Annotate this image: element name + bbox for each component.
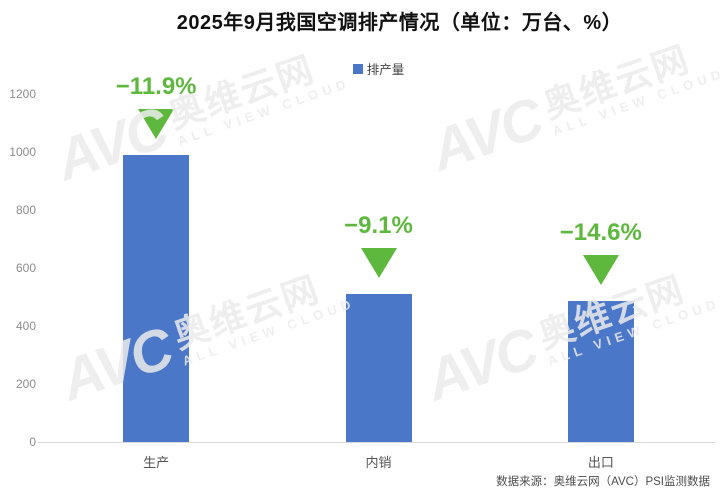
chart-title: 2025年9月我国空调排产情况（单位：万台、%） xyxy=(176,12,623,34)
growth-rate-label: −11.9% xyxy=(115,72,197,100)
y-axis-tick-label: 400 xyxy=(15,319,36,333)
decline-triangle-icon xyxy=(138,108,175,139)
y-axis-tick-label: 1200 xyxy=(9,87,36,101)
legend-label: 排产量 xyxy=(366,63,405,77)
y-axis-tick-label: 600 xyxy=(15,261,36,275)
y-axis-tick-label: 200 xyxy=(15,377,36,391)
x-axis-category-label: 内销 xyxy=(365,455,392,470)
growth-rate-label: −14.6% xyxy=(559,219,642,247)
bar-生产 xyxy=(123,154,190,442)
decline-triangle-icon xyxy=(582,255,619,286)
legend: 排产量 xyxy=(45,59,712,78)
y-axis-tick-label: 800 xyxy=(15,203,36,217)
growth-rate-label: −9.1% xyxy=(344,212,413,240)
data-source-note: 数据来源：奥维云网（AVC）PSI监测数据 xyxy=(496,476,710,488)
decline-triangle-icon xyxy=(360,248,397,279)
legend-swatch xyxy=(352,63,363,74)
x-axis-line xyxy=(38,442,715,443)
x-axis-category-label: 生产 xyxy=(143,455,170,470)
y-axis-tick-label: 0 xyxy=(29,435,36,449)
y-axis-tick-label: 1000 xyxy=(9,145,36,159)
bar-内销 xyxy=(345,294,412,442)
bar-出口 xyxy=(567,301,634,442)
x-axis-category-label: 出口 xyxy=(587,455,614,470)
